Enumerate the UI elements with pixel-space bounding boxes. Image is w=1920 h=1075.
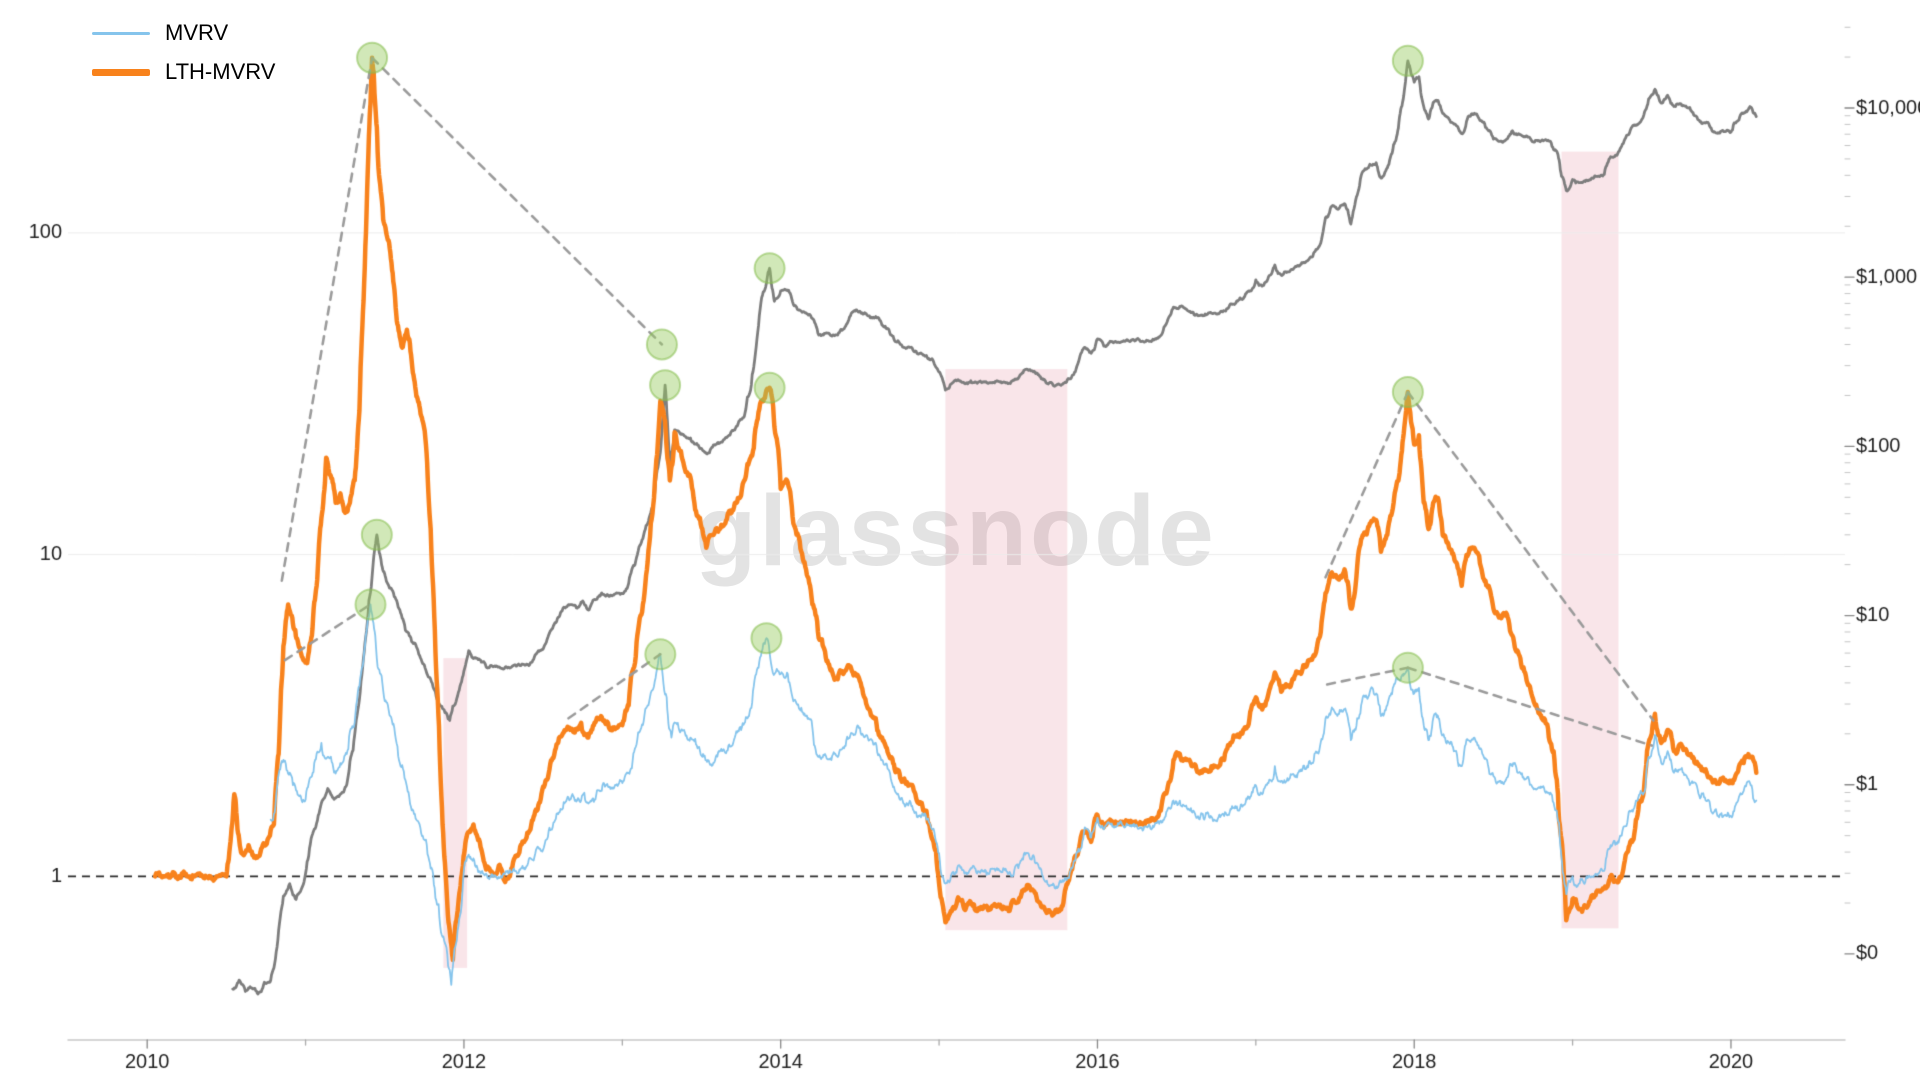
legend-label-lth-mvrv: LTH-MVRV: [165, 59, 276, 84]
legend-item-lth-mvrv[interactable]: LTH-MVRV: [92, 59, 275, 85]
legend-swatch-lth-mvrv-line: [92, 68, 150, 76]
legend-label-mvrv: MVRV: [165, 20, 229, 45]
legend: MVRV LTH-MVRV: [92, 20, 275, 85]
legend-item-mvrv[interactable]: MVRV: [92, 20, 275, 46]
legend-swatch-mvrv-line: [92, 31, 150, 35]
